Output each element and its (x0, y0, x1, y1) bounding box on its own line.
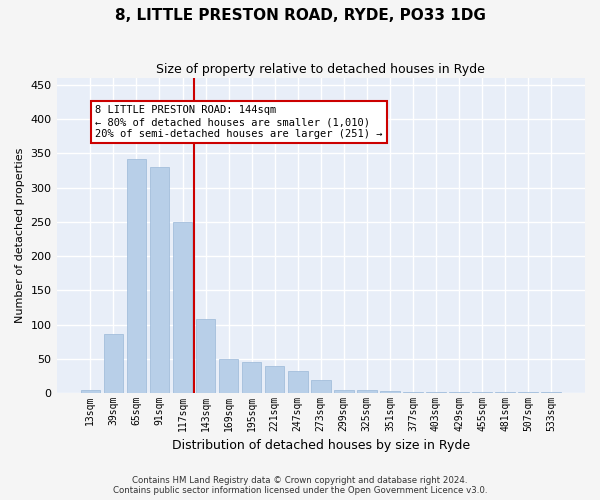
Bar (104, 334, 123, 393)
Bar (242, 362, 262, 393)
Text: 8, LITTLE PRESTON ROAD, RYDE, PO33 1DG: 8, LITTLE PRESTON ROAD, RYDE, PO33 1DG (115, 8, 485, 22)
Bar (518, 392, 538, 393)
Text: 8 LITTLE PRESTON ROAD: 144sqm
← 80% of detached houses are smaller (1,010)
20% o: 8 LITTLE PRESTON ROAD: 144sqm ← 80% of d… (95, 106, 382, 138)
Bar (472, 392, 492, 393)
Bar (196, 319, 215, 393)
Bar (496, 392, 515, 393)
Bar (265, 366, 284, 393)
Bar (173, 222, 193, 393)
Bar (357, 390, 377, 393)
Bar (149, 167, 169, 393)
Bar (288, 371, 308, 393)
Bar (449, 392, 469, 393)
Bar (80, 390, 100, 393)
Bar (403, 392, 423, 393)
Bar (311, 380, 331, 393)
Bar (380, 391, 400, 393)
Bar (127, 159, 146, 393)
X-axis label: Distribution of detached houses by size in Ryde: Distribution of detached houses by size … (172, 440, 470, 452)
Bar (426, 392, 446, 393)
Bar (541, 392, 561, 393)
Bar (219, 359, 238, 393)
Bar (334, 390, 353, 393)
Text: Contains HM Land Registry data © Crown copyright and database right 2024.
Contai: Contains HM Land Registry data © Crown c… (113, 476, 487, 495)
Y-axis label: Number of detached properties: Number of detached properties (15, 148, 25, 324)
Title: Size of property relative to detached houses in Ryde: Size of property relative to detached ho… (157, 62, 485, 76)
